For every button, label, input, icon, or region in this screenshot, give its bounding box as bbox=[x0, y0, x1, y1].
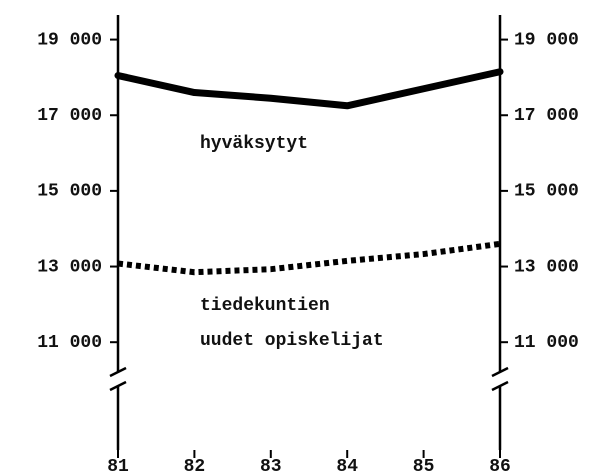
axis-break-gap bbox=[496, 372, 504, 386]
axis-break bbox=[491, 380, 509, 392]
x-tick-label: 82 bbox=[184, 457, 206, 472]
x-tick-label: 83 bbox=[260, 457, 282, 472]
y-tick-label: 13 000 bbox=[514, 257, 579, 277]
x-tick-label: 84 bbox=[336, 457, 358, 472]
series-line bbox=[117, 240, 501, 276]
y-tick-label: 15 000 bbox=[514, 182, 579, 202]
y-tick-label: 11 000 bbox=[514, 333, 579, 353]
axis-break bbox=[109, 380, 127, 392]
y-tick-label: 15 000 bbox=[37, 182, 102, 202]
x-tick-label: 85 bbox=[413, 457, 435, 472]
annotation: hyväksytyt bbox=[200, 134, 308, 154]
axis-break bbox=[109, 366, 127, 378]
y-tick-label: 19 000 bbox=[37, 30, 102, 50]
y-tick-label: 17 000 bbox=[514, 106, 579, 126]
x-tick-label: 86 bbox=[489, 457, 511, 472]
y-tick-label: 17 000 bbox=[37, 106, 102, 126]
axis-break-gap bbox=[114, 372, 122, 386]
series-line bbox=[114, 68, 504, 110]
y-tick-label: 19 000 bbox=[514, 30, 579, 50]
axis-break bbox=[491, 366, 509, 378]
x-tick-label: 81 bbox=[107, 457, 129, 472]
y-tick-label: 11 000 bbox=[37, 333, 102, 353]
annotation: uudet opiskelijat bbox=[200, 331, 384, 351]
y-tick-label: 13 000 bbox=[37, 257, 102, 277]
annotation: tiedekuntien bbox=[200, 296, 330, 316]
